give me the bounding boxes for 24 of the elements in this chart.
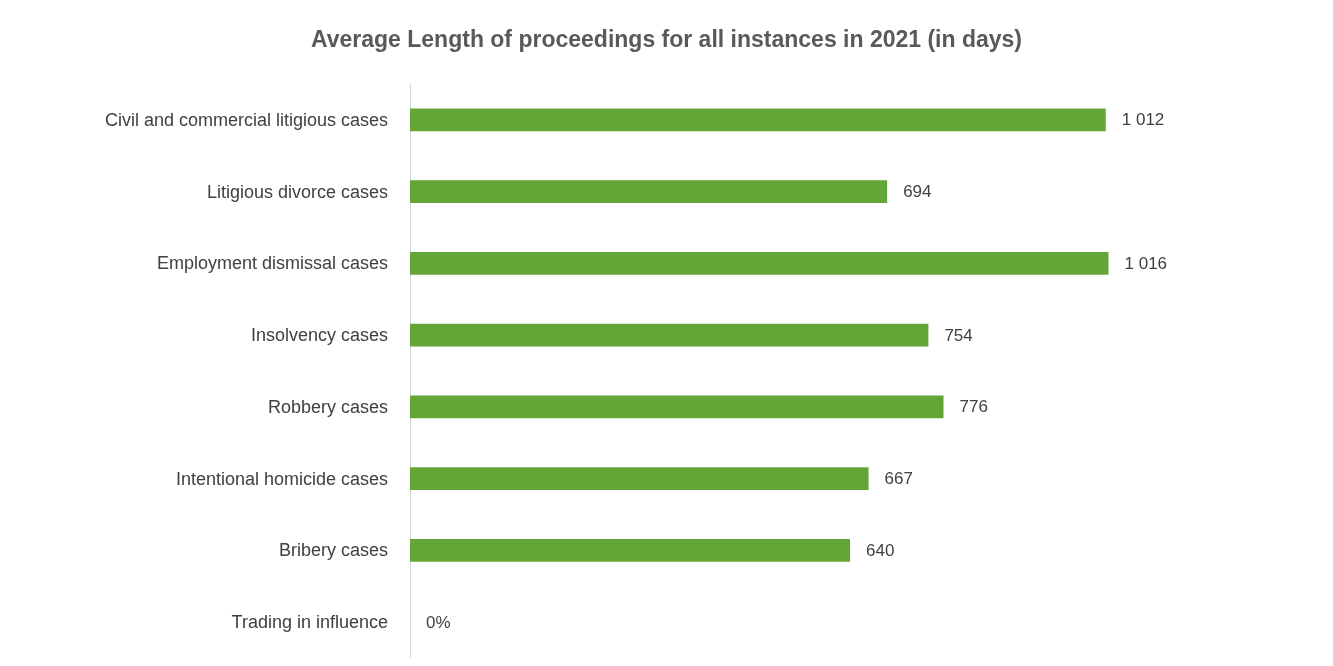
data-label: 0% [426, 612, 451, 632]
y-tick-label: Employment dismissal cases [156, 253, 388, 274]
y-tick-label: Robbery cases [267, 396, 388, 417]
data-label: 754 [944, 325, 973, 345]
chart-title: Average Length of proceedings for all instances in 2021 (in days) [310, 25, 1023, 52]
bar [410, 180, 888, 204]
data-label: 776 [959, 397, 988, 417]
bar [410, 251, 1109, 275]
y-tick-label: Trading in influence [231, 612, 388, 633]
data-label: 694 [903, 182, 932, 202]
bar [410, 395, 944, 419]
data-label: 1 012 [1121, 110, 1165, 130]
y-tick-label: Litigious divorce cases [206, 181, 388, 202]
bar [410, 108, 1106, 132]
y-tick-label: Intentional homicide cases [175, 468, 388, 489]
bar [410, 467, 869, 491]
y-tick-label: Bribery cases [278, 540, 388, 561]
data-label: 1 016 [1124, 253, 1168, 273]
y-tick-label: Insolvency cases [250, 325, 388, 346]
bar [410, 323, 929, 347]
data-label: 640 [866, 540, 895, 560]
data-label: 667 [884, 469, 913, 489]
y-tick-label: Civil and commercial litigious cases [104, 109, 388, 130]
bar [410, 538, 850, 562]
